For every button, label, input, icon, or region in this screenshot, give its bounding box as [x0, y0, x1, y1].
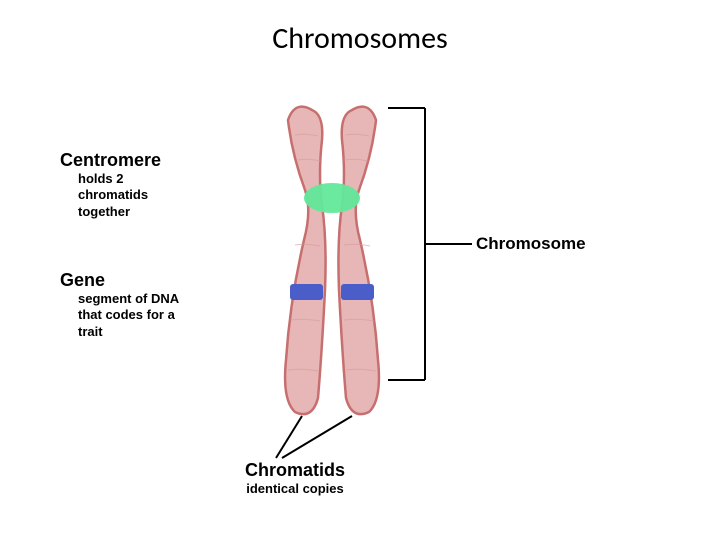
- chromatids-pointer: [276, 416, 352, 458]
- chromatids-sub: identical copies: [205, 481, 385, 496]
- centromere-shape: [304, 183, 360, 213]
- centromere-label: Centromere holds 2 chromatids together: [60, 150, 161, 220]
- chromatids-label: Chromatids identical copies: [205, 460, 385, 496]
- gene-heading: Gene: [60, 270, 179, 291]
- gene-label: Gene segment of DNA that codes for a tra…: [60, 270, 179, 340]
- chromosome-diagram: Centromere holds 2 chromatids together G…: [90, 80, 630, 520]
- centromere-sub: holds 2 chromatids together: [78, 171, 161, 220]
- chromosome-bracket: [388, 108, 472, 380]
- gene-sub: segment of DNA that codes for a trait: [78, 291, 179, 340]
- gene-band-right: [341, 284, 374, 300]
- chromatid-left: [285, 107, 326, 414]
- chromosome-label: Chromosome: [476, 234, 586, 254]
- centromere-heading: Centromere: [60, 150, 161, 171]
- page-title: Chromosomes: [0, 20, 720, 57]
- chromatid-right: [338, 107, 379, 414]
- gene-band-left: [290, 284, 323, 300]
- chromosome-heading: Chromosome: [476, 234, 586, 254]
- chromatids-heading: Chromatids: [205, 460, 385, 481]
